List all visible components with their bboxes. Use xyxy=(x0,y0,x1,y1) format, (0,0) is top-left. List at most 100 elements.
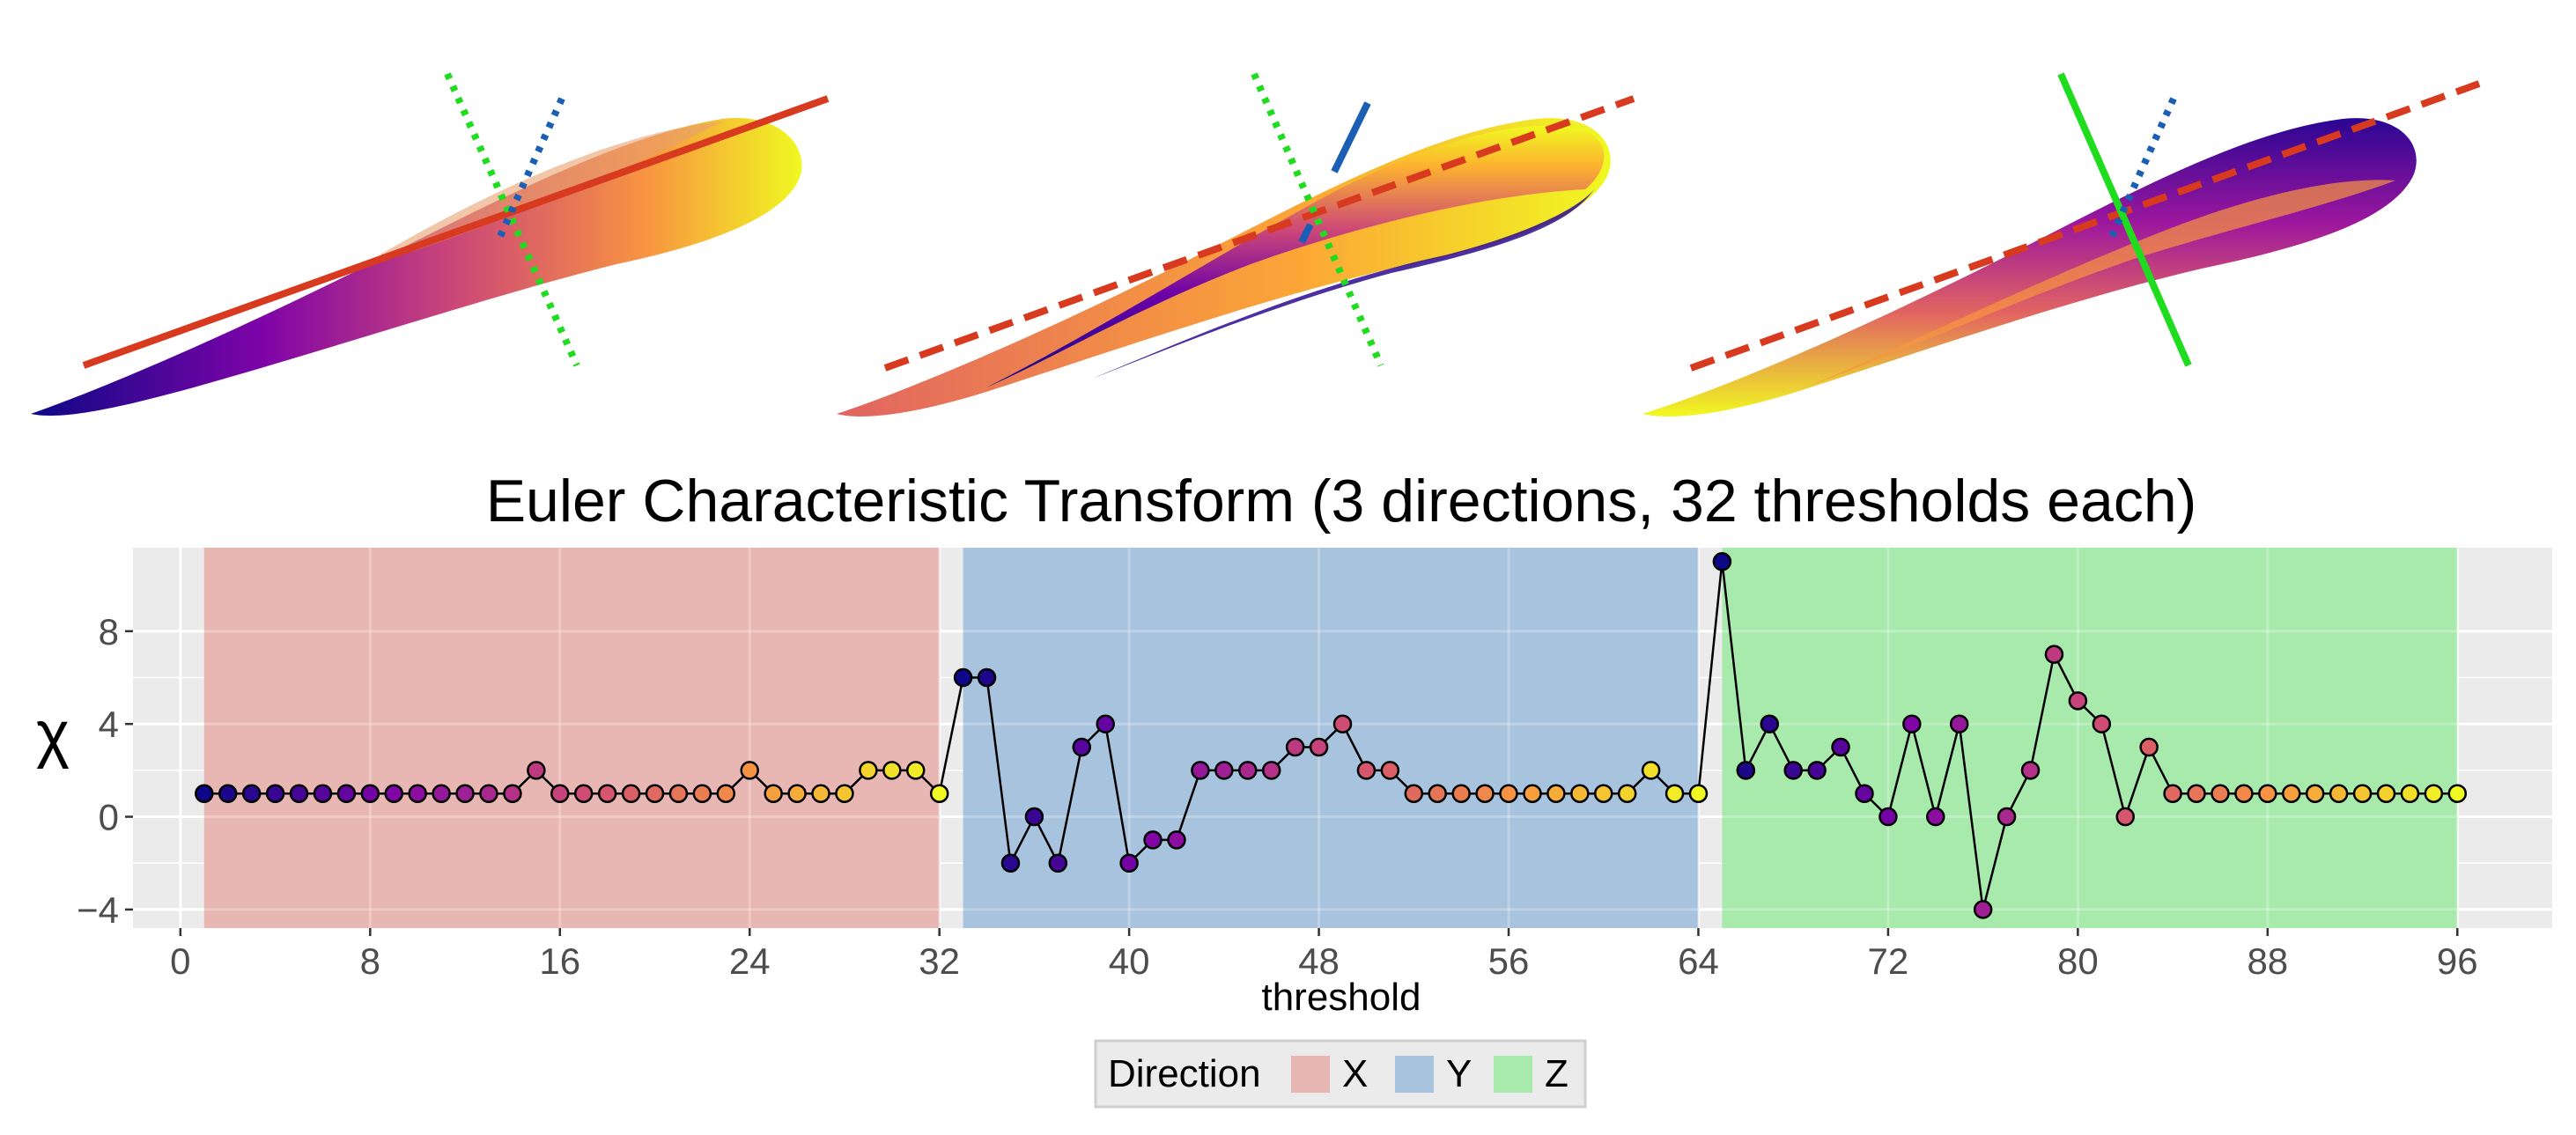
chart-title: Euler Characteristic Transform (3 direct… xyxy=(486,468,2197,534)
data-point xyxy=(2400,784,2420,803)
data-point xyxy=(2329,784,2349,803)
data-point xyxy=(787,784,807,803)
x-tick-label: 32 xyxy=(919,940,960,982)
data-point xyxy=(2068,691,2088,711)
axis-z-line xyxy=(2057,72,2192,367)
x-tick-label: 40 xyxy=(1109,940,1150,982)
data-point xyxy=(2115,807,2135,827)
data-point xyxy=(1096,714,1115,733)
data-point xyxy=(905,761,926,780)
data-point xyxy=(360,784,380,803)
data-point xyxy=(1546,784,1566,803)
data-point xyxy=(2044,645,2064,664)
data-point xyxy=(1428,784,1447,803)
data-point xyxy=(1332,714,1353,733)
data-point xyxy=(1593,784,1613,803)
data-point xyxy=(1807,761,1827,780)
data-point xyxy=(859,761,878,780)
data-point xyxy=(953,667,973,688)
data-point xyxy=(1926,807,1945,827)
data-point xyxy=(1119,853,1139,873)
y-tick-label: 0 xyxy=(99,797,119,838)
data-point xyxy=(1143,830,1163,850)
x-tick-label: 8 xyxy=(360,940,380,982)
axis-x-line xyxy=(883,95,1635,372)
legend-label-y: Y xyxy=(1446,1052,1472,1095)
data-point xyxy=(1736,761,1756,780)
leaf-shape xyxy=(1642,118,2417,416)
data-point xyxy=(764,784,783,803)
x-tick-label: 72 xyxy=(1868,940,1909,982)
data-point xyxy=(336,784,357,803)
leaf-illustrations xyxy=(31,72,2481,416)
data-point xyxy=(432,784,451,803)
data-point xyxy=(645,784,665,803)
legend-label-z: Z xyxy=(1545,1052,1568,1095)
data-point xyxy=(550,784,570,803)
legend-label-x: X xyxy=(1342,1052,1368,1095)
data-point xyxy=(479,784,498,803)
data-point xyxy=(1783,761,1803,780)
data-point xyxy=(1617,784,1637,803)
axis-z-line xyxy=(1251,72,1384,367)
data-point xyxy=(2424,784,2444,803)
data-point xyxy=(2163,784,2182,803)
data-point xyxy=(2020,761,2041,780)
data-point xyxy=(2447,784,2468,803)
data-point xyxy=(1309,737,1329,757)
data-point xyxy=(1475,784,1495,803)
data-point xyxy=(1167,830,1186,850)
data-point xyxy=(218,784,238,803)
data-point xyxy=(1380,761,1400,780)
data-point xyxy=(740,761,759,780)
axis-y-line xyxy=(1331,101,1371,173)
data-point xyxy=(1024,807,1044,827)
axis-x-line xyxy=(1689,80,2481,372)
data-point xyxy=(573,784,594,803)
axis-x-line xyxy=(82,95,830,369)
x-tick-label: 56 xyxy=(1488,940,1530,982)
data-point xyxy=(1664,784,1685,803)
x-tick-label: 80 xyxy=(2057,940,2099,982)
x-tick-label: 88 xyxy=(2247,940,2288,982)
data-point xyxy=(1878,807,1898,827)
data-point xyxy=(597,784,617,803)
legend-key-z xyxy=(1494,1056,1532,1093)
axis-y-line-lower xyxy=(1298,223,1314,244)
data-point xyxy=(1570,784,1590,803)
legend-title: Direction xyxy=(1108,1052,1261,1095)
data-point xyxy=(1191,761,1210,780)
legend-box xyxy=(1094,1039,1587,1109)
x-axis-label: threshold xyxy=(1261,976,1421,1019)
data-point xyxy=(384,784,403,803)
data-point xyxy=(527,761,546,780)
data-point xyxy=(1523,784,1542,803)
data-point xyxy=(2139,737,2159,757)
data-point xyxy=(1261,761,1281,780)
data-point xyxy=(455,784,475,803)
leaf-direction-z xyxy=(1642,72,2481,416)
data-point xyxy=(1451,784,1471,803)
data-point xyxy=(977,667,997,688)
data-point xyxy=(408,784,427,803)
x-tick-label: 24 xyxy=(729,940,771,982)
band-x xyxy=(203,548,940,928)
data-point xyxy=(929,784,949,803)
data-point xyxy=(1855,784,1874,803)
x-tick-label: 16 xyxy=(539,940,580,982)
data-point xyxy=(1641,761,1661,780)
leaf-direction-y xyxy=(837,72,1635,416)
data-point xyxy=(1285,737,1305,757)
data-point xyxy=(265,784,285,803)
data-point xyxy=(313,784,333,803)
data-point xyxy=(2352,784,2373,803)
data-point xyxy=(882,761,902,780)
data-point xyxy=(2305,784,2325,803)
data-point xyxy=(621,784,641,803)
x-tick-label: 96 xyxy=(2437,940,2478,982)
data-point xyxy=(195,784,214,803)
band-y xyxy=(963,548,1699,928)
direction-bands xyxy=(203,548,2458,928)
